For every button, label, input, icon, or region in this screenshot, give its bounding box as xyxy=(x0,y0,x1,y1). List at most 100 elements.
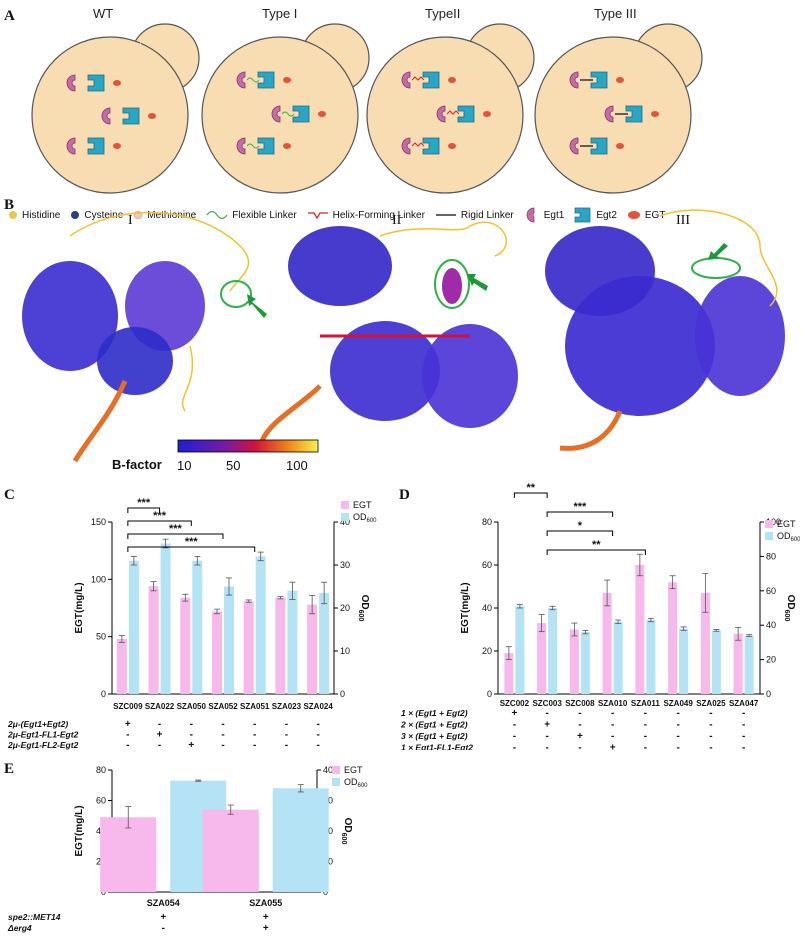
y-tick-label: 80 xyxy=(96,765,106,775)
construct-mark: - xyxy=(578,743,581,751)
panel-a-title-type1: Type I xyxy=(262,6,298,21)
construct-mark: - xyxy=(611,720,614,731)
significance-label: * xyxy=(578,520,583,532)
construct-mark: - xyxy=(709,708,712,719)
legend-label-od600: OD600 xyxy=(777,531,800,543)
egt-bar xyxy=(275,597,286,694)
rigid-linker-icon xyxy=(435,214,456,216)
construct-row-label: Δerg4 xyxy=(7,923,32,933)
y2-tick-label: 60 xyxy=(766,586,776,596)
legend-swatch-od600 xyxy=(332,778,340,786)
panel-label-d: D xyxy=(399,487,410,503)
construct-mark: + xyxy=(544,720,550,731)
construct-mark: - xyxy=(676,743,679,751)
y2-axis-label: OD600 xyxy=(783,595,796,622)
panel-label-a: A xyxy=(4,8,15,24)
category-label: SZA052 xyxy=(208,702,238,711)
construct-mark: - xyxy=(285,719,288,730)
significance-bracket xyxy=(127,520,192,526)
y2-axis-label: OD600 xyxy=(340,818,353,845)
panel-label-e: E xyxy=(4,761,15,777)
category-label: SZC002 xyxy=(500,699,530,708)
significance-label: *** xyxy=(573,501,587,513)
od600-bar xyxy=(272,788,329,892)
chart-e: 020406080010203040EGT(mg/L)OD600SZA054+-… xyxy=(7,765,368,934)
egt-bar xyxy=(307,604,318,694)
y-tick-label: 50 xyxy=(96,632,106,642)
construct-mark: - xyxy=(709,720,712,731)
panel-a-legend: Histidine Cysteine Methionine Flexible L… xyxy=(8,205,798,225)
construct-row-label: 1 × (Egt1 + Egt2) xyxy=(401,708,468,718)
panel-a-title-type3: Type III xyxy=(594,6,637,21)
od600-bar xyxy=(224,586,234,694)
construct-mark: - xyxy=(545,708,548,719)
construct-mark: + xyxy=(263,923,269,934)
construct-mark: + xyxy=(577,731,583,742)
panel-a-title-wt: WT xyxy=(93,6,114,21)
legend-swatch-od600 xyxy=(341,513,349,521)
construct-mark: - xyxy=(253,740,256,750)
construct-mark: - xyxy=(126,730,129,741)
od600-bar xyxy=(192,560,203,694)
significance-label: *** xyxy=(153,510,167,522)
od600-bar xyxy=(287,590,298,694)
legend-helix-linker: Helix-Forming Linker xyxy=(332,209,425,221)
y2-tick-label: 40 xyxy=(323,765,333,775)
category-label: SZA047 xyxy=(729,699,759,708)
od600-bar xyxy=(744,635,754,694)
construct-mark: + xyxy=(263,912,269,923)
yeast-cell-schematics xyxy=(31,23,703,194)
construct-mark: - xyxy=(709,743,712,751)
construct-row-label: 2 × (Egt1 + Egt2) xyxy=(400,720,468,730)
construct-mark: - xyxy=(545,731,548,742)
category-label: SZA055 xyxy=(249,898,282,908)
y-tick-label: 60 xyxy=(482,560,492,570)
significance-label: *** xyxy=(137,497,151,509)
construct-mark: - xyxy=(285,740,288,750)
significance-bracket xyxy=(546,511,614,517)
egt-bar xyxy=(602,592,612,694)
significance-label: ** xyxy=(526,482,535,494)
construct-mark: - xyxy=(285,730,288,741)
significance-bracket xyxy=(513,492,548,498)
legend-swatch-egt xyxy=(765,520,773,528)
legend-rigid-linker: Rigid Linker xyxy=(460,209,514,221)
construct-mark: - xyxy=(158,740,161,750)
structure-title-1: I xyxy=(128,213,133,228)
y2-tick-label: 100 xyxy=(766,517,781,527)
construct-mark: - xyxy=(644,708,647,719)
egt-bar xyxy=(212,611,222,694)
histidine-icon xyxy=(9,211,17,219)
od600-bar xyxy=(515,606,525,694)
y-axis-label: EGT(mg/L) xyxy=(74,582,85,633)
y-axis-label: EGT(mg/L) xyxy=(460,582,471,633)
egt1-icon xyxy=(526,207,535,223)
significance-bracket xyxy=(546,549,646,555)
flexible-linker-icon xyxy=(206,210,228,220)
bfactor-colorbar xyxy=(177,439,319,453)
category-label: SZA054 xyxy=(147,898,180,908)
legend-methionine: Methionine xyxy=(147,209,197,221)
legend-label-od600: OD600 xyxy=(344,777,368,789)
category-label: SZA022 xyxy=(145,702,175,711)
panel-a-title-type2: TypeII xyxy=(425,6,461,21)
egt-bar xyxy=(243,601,254,694)
egt-bar xyxy=(116,638,127,694)
structure-title-3: III xyxy=(676,213,690,228)
construct-row-label: 3 × (Egt1 + Egt2) xyxy=(401,731,468,741)
od600-bar xyxy=(711,630,721,694)
construct-mark: - xyxy=(611,731,614,742)
construct-row-label: 1 × Egt1-FL1-Egt2 xyxy=(401,743,473,751)
construct-mark: - xyxy=(316,730,319,741)
y-tick-label: 100 xyxy=(91,574,106,584)
legend-egt: EGT xyxy=(644,209,666,221)
od600-bar xyxy=(548,608,558,694)
panel-label-c: C xyxy=(4,487,15,503)
construct-mark: + xyxy=(125,719,131,730)
od600-bar xyxy=(580,632,590,694)
y2-tick-label: 40 xyxy=(340,517,350,527)
construct-row-label: 2μ-Egt1-FL1-Egt2 xyxy=(7,730,79,740)
construct-mark: - xyxy=(316,719,319,730)
egt-bar xyxy=(504,653,514,694)
y-tick-label: 0 xyxy=(101,689,106,699)
